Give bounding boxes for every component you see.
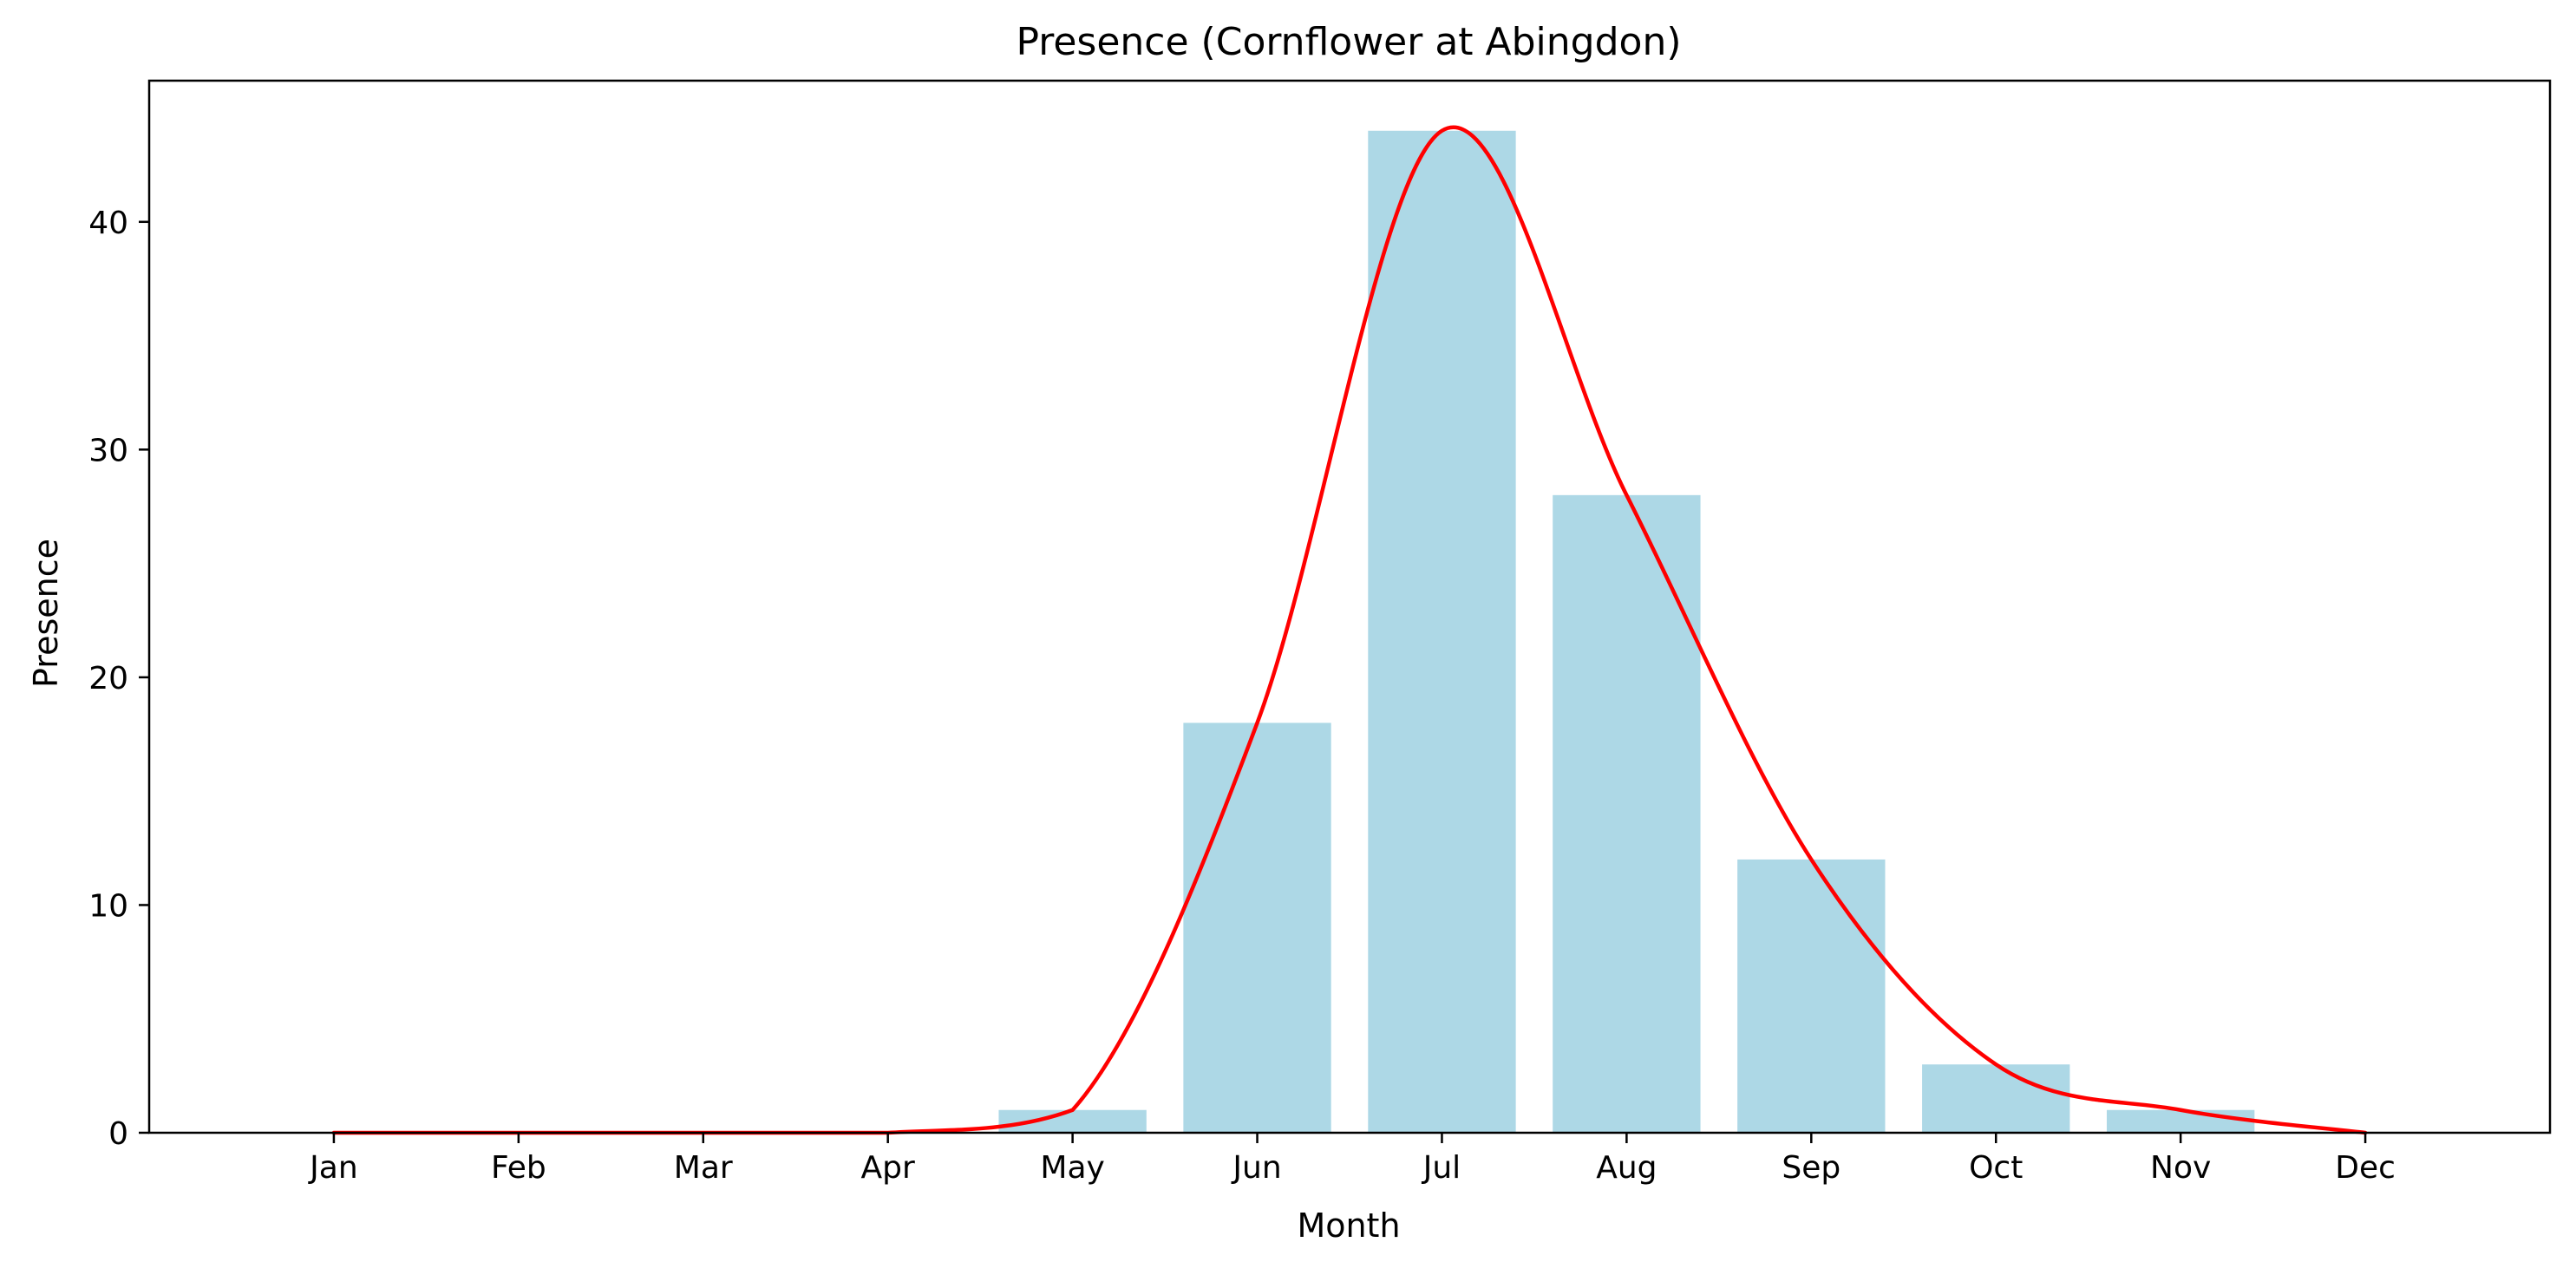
chart-title: Presence (Cornflower at Abingdon) bbox=[1016, 20, 1681, 64]
y-tick-label-0: 0 bbox=[108, 1116, 128, 1152]
bar-oct bbox=[1922, 1064, 2070, 1133]
bar-aug bbox=[1553, 494, 1701, 1133]
x-tick-label-apr: Apr bbox=[861, 1150, 915, 1186]
x-tick-label-feb: Feb bbox=[491, 1150, 546, 1186]
bar-may bbox=[998, 1109, 1147, 1133]
y-tick-label-10: 10 bbox=[88, 888, 128, 924]
x-tick-label-jan: Jan bbox=[308, 1150, 358, 1186]
x-tick-label-oct: Oct bbox=[1969, 1150, 2023, 1186]
y-tick-label-40: 40 bbox=[88, 206, 128, 241]
x-tick-label-dec: Dec bbox=[2335, 1150, 2396, 1186]
x-tick-label-nov: Nov bbox=[2150, 1150, 2211, 1186]
x-tick-label-jun: Jun bbox=[1231, 1150, 1281, 1186]
bar-sep bbox=[1737, 859, 1886, 1133]
bar-jul bbox=[1368, 130, 1516, 1133]
x-tick-label-mar: Mar bbox=[674, 1150, 733, 1186]
axes-layer: Jan Feb Mar Apr May Jun Jul Aug Sep Oct Nov Dec 0 10 2… bbox=[88, 79, 2552, 1186]
bars-layer bbox=[998, 130, 2255, 1133]
x-tick-label-may: May bbox=[1040, 1150, 1104, 1186]
y-tick-label-30: 30 bbox=[88, 433, 128, 468]
bar-jun bbox=[1183, 722, 1331, 1133]
x-tick-label-aug: Aug bbox=[1596, 1150, 1657, 1186]
y-tick-label-20: 20 bbox=[88, 661, 128, 696]
x-tick-label-sep: Sep bbox=[1782, 1150, 1840, 1186]
x-tick-label-jul: Jul bbox=[1422, 1150, 1461, 1186]
bar-nov bbox=[2106, 1109, 2255, 1133]
y-axis-label: Presence bbox=[27, 539, 65, 688]
x-axis-label: Month bbox=[1297, 1206, 1400, 1245]
plot-frame bbox=[147, 79, 2552, 1134]
